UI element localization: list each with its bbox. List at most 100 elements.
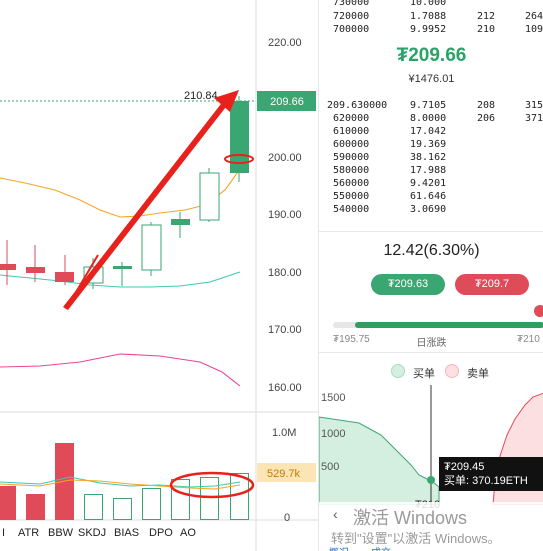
bid-price: 550000 [333,191,370,202]
price-tick: 200.00 [268,152,302,164]
orderbook-bid-row[interactable]: 600000 19.369 [319,139,543,150]
price-change: 12.42(6.30%) [383,242,480,259]
bid-qty: 61.646 [410,191,447,202]
ask-price: 730000 [333,0,370,8]
bid-qty: 8.0000 [410,113,447,124]
bid-qty: 19.369 [410,139,447,150]
candle [199,172,220,221]
depth-crosshair-point [427,476,435,484]
chevron-left-icon[interactable]: ‹ [333,506,338,522]
bid-qty: 17.042 [410,126,447,137]
volume-tag-text: 529.7k [267,468,301,480]
volume-bar [84,494,103,520]
indicator-tab[interactable]: BBW [48,527,74,539]
bid-qty: 38.162 [410,152,447,163]
bid-price: 580000 [333,165,370,176]
bid-qty: 3.0690 [410,204,447,215]
volume-tag [257,463,316,482]
sell-price-button[interactable]: ₮209.7 [455,274,529,295]
depth-axis-tick: 1000 [321,428,346,440]
buy-legend-label: 买单 [413,368,435,380]
last-price-fiat: ¥1476.01 [408,73,455,85]
bid-col4: 315 [525,100,543,111]
indicator-tab[interactable]: AO [180,527,196,539]
volume-bar [171,479,190,520]
daily-range-marker [534,305,543,317]
candle [171,219,190,225]
bid-price: 590000 [333,152,370,163]
orderbook-bid-row[interactable]: 560000 9.4201 [319,178,543,189]
bid-price: 209.630000 [327,100,388,111]
orderbook-bid-row[interactable]: 209.630000 9.7105 208 315 [319,100,543,111]
tab-overview[interactable]: 概况 [329,544,349,551]
indicator-tab[interactable]: ATR [18,527,40,539]
ask-col3: 212 [477,11,496,22]
volume-tick: 0 [284,512,290,524]
indicator-tab[interactable]: I [2,527,6,539]
price-tick: 170.00 [268,324,302,336]
ask-qty: 10.000 [410,0,447,8]
daily-range-high: ₮210 [517,334,540,345]
sell-legend-label: 卖单 [467,368,489,380]
annotation-arrow-head [214,90,239,112]
price-tick: 160.00 [268,382,302,394]
ask-qty: 1.7088 [410,11,447,22]
tooltip-price: ₮209.45 [444,461,485,473]
current-price-tag-text: 209.66 [270,96,304,108]
orderbook-bid-row[interactable]: 580000 17.988 [319,165,543,176]
current-price-tag [257,91,316,111]
volume-bar [200,477,219,520]
candlestick-chart[interactable]: 209.66 220.00 200.00 190.00 180.00 170.0… [0,0,318,551]
orderbook-bid-row[interactable]: 620000 8.0000 206 371 [319,113,543,124]
volume-ma-yellow [0,479,241,490]
watermark-title: 激活 Windows [353,508,468,528]
ask-qty: 9.9952 [410,24,447,35]
orderbook-ask-row[interactable]: 700000 9.9952 210 109 [319,24,543,35]
orderbook-panel: 730000 10.000 720000 1.7088 212 264 7000… [318,0,543,551]
bid-price: 540000 [333,204,370,215]
bid-price: 610000 [333,126,370,137]
orderbook-ask-row[interactable]: 730000 10.000 [319,0,543,8]
orderbook-ask-row[interactable]: 720000 1.7088 212 264 [319,11,543,22]
ask-price: 720000 [333,11,370,22]
depth-buy-area [319,416,440,505]
indicator-tab[interactable]: SKDJ [78,527,107,539]
watermark-subtitle: 转到"设置"以激活 Windows。 [331,531,501,546]
price-tick: 220.00 [268,37,302,49]
tab-trades[interactable]: 成交 [371,544,391,551]
volume-bar [142,488,161,520]
bid-price: 560000 [333,178,370,189]
volume-bars [0,443,249,520]
candle [55,272,74,282]
bid-price: 600000 [333,139,370,150]
daily-range-fill [355,322,543,328]
sell-legend-dot [445,364,459,378]
bid-price: 620000 [333,113,370,124]
bid-qty: 9.4201 [410,178,447,189]
depth-axis-tick: 1500 [321,392,346,404]
volume-bar [113,498,132,520]
buy-legend-dot [391,364,405,378]
orderbook-bid-row[interactable]: 550000 61.646 [319,191,543,202]
bid-qty: 17.988 [410,165,447,176]
indicator-tab[interactable]: DPO [149,527,173,539]
annotation-circle-price [224,154,254,164]
orderbook-bid-row[interactable]: 610000 17.042 [319,126,543,137]
ask-col4: 264 [525,11,543,22]
ma-line-pink [0,353,241,387]
indicator-tab[interactable]: BIAS [114,527,140,539]
last-price: ₮209.66 [396,45,467,66]
orderbook-bid-row[interactable]: 540000 3.0690 [319,204,543,215]
volume-bar [0,486,16,520]
bid-col4: 371 [525,113,543,124]
candlestick-chart-panel[interactable]: 209.66 220.00 200.00 190.00 180.00 170.0… [0,0,318,551]
section-divider [319,352,543,353]
high-label: 210.84 [184,90,218,102]
ask-price: 700000 [333,24,370,35]
orderbook-bid-row[interactable]: 590000 38.162 [319,152,543,163]
tooltip-amount: 买单: 370.19ETH [444,475,528,487]
candle [26,267,45,273]
annotation-stroke [65,254,99,310]
buy-price-button[interactable]: ₮209.63 [371,274,445,295]
volume-ma-teal [0,476,241,488]
